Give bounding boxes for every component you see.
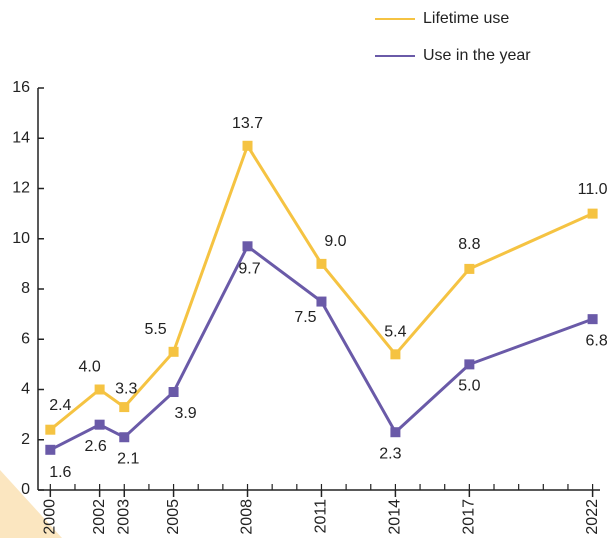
value-label: 5.4 [384,324,406,341]
point [242,241,253,252]
y-tick-label: 12 [12,180,30,197]
point [390,349,401,360]
decoration [0,470,62,538]
x-tick-label: 2014 [387,499,404,535]
point [464,263,475,274]
x-tick-label: 2002 [91,499,108,535]
x-tick-label: 2017 [461,499,478,535]
point [587,208,598,219]
point [119,402,130,413]
point [316,296,327,307]
x-tick-label: 2008 [239,499,256,535]
y-tick-label: 6 [21,330,30,347]
series-line [49,244,594,452]
x-tick-label: 2003 [115,499,132,535]
legend-label: Lifetime use [423,10,509,27]
value-label: 1.6 [49,464,71,481]
point [45,444,56,455]
value-label: 7.5 [294,309,316,326]
y-tick-label: 0 [21,481,30,498]
x-tick-label: 2000 [42,499,59,535]
x-tick-label: 2022 [584,499,601,535]
y-tick-label: 4 [21,381,30,398]
value-label: 2.4 [49,397,71,414]
y-tick-label: 2 [21,431,30,448]
y-tick-label: 10 [12,230,30,247]
value-label: 5.0 [458,378,480,395]
value-label: 4.0 [78,359,100,376]
point [94,384,105,395]
value-label: 8.8 [458,236,480,253]
value-label: 2.6 [84,438,106,455]
point [94,419,105,430]
point [242,140,253,151]
point [168,346,179,357]
x-tick-label: 2005 [165,499,182,535]
y-tick-label: 8 [21,280,30,297]
point [119,432,130,443]
y-tick-label: 16 [12,79,30,96]
x-tick-label: 2011 [313,499,330,534]
value-label: 3.3 [115,380,137,397]
point [464,359,475,370]
value-label: 5.5 [144,321,166,338]
point [587,314,598,325]
point [168,387,179,398]
y-tick-label: 14 [12,129,30,146]
value-label: 2.1 [117,450,139,467]
legend-label: Use in the year [423,47,531,64]
value-label: 3.9 [174,405,196,422]
point [316,258,327,269]
value-label: 6.8 [585,332,607,349]
value-label: 13.7 [232,115,263,132]
value-label: 11.0 [578,181,607,198]
value-label: 9.0 [324,233,346,250]
point [45,424,56,435]
value-label: 2.3 [379,445,401,462]
point [390,427,401,438]
value-label: 9.7 [238,261,260,278]
